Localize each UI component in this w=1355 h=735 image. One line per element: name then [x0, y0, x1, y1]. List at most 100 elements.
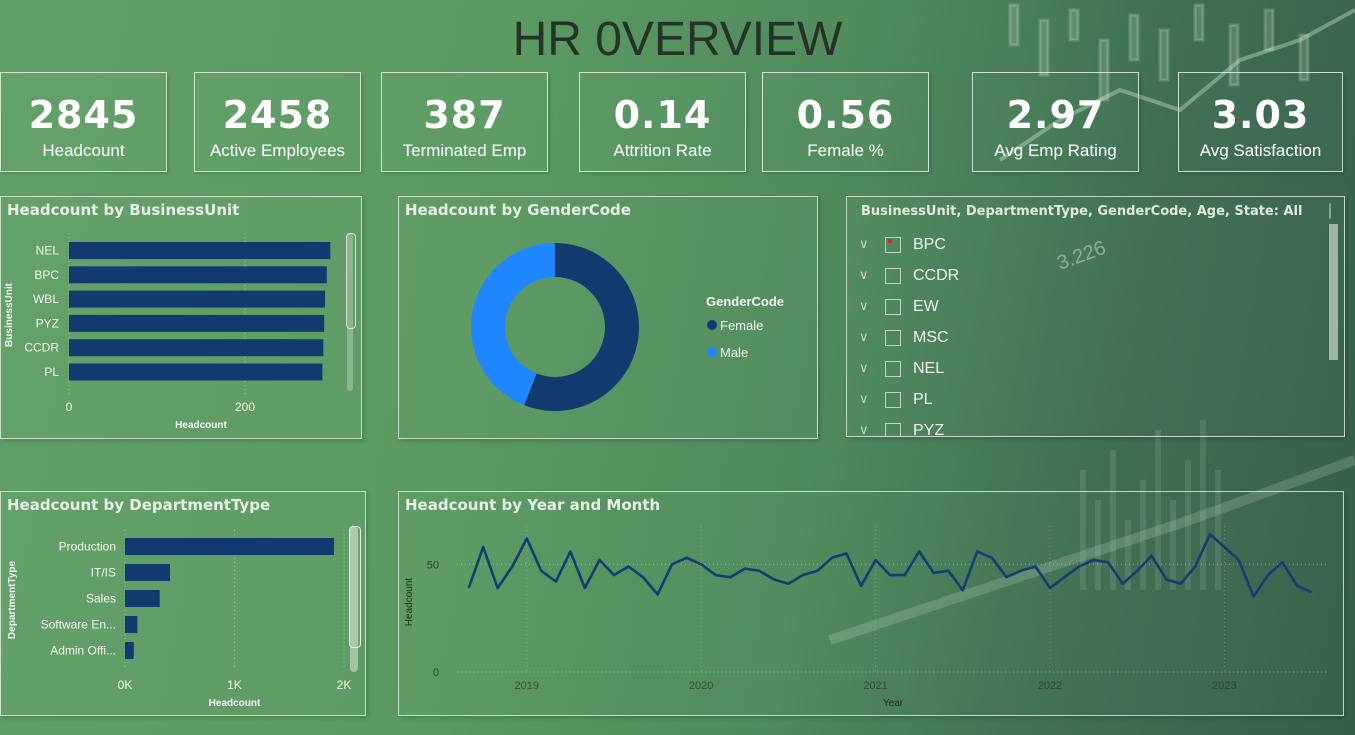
x-tick-label: 0	[66, 400, 73, 414]
businessunit-bar-chart: 0 200 NEL BPC WBL PYZ CCDR PL Headcount BusinessU…	[4, 233, 331, 431]
slicer-checkbox[interactable]	[885, 422, 901, 436]
slicer-item[interactable]: ∨ PYZ	[859, 415, 959, 437]
kpi-value: 0.56	[796, 93, 895, 137]
legend-label: Female	[720, 318, 763, 333]
y-axis-label: Headcount	[404, 578, 415, 627]
slicer-item[interactable]: ∨ EW	[859, 291, 959, 322]
chart-panel-businessunit[interactable]: Headcount by BusinessUnit 0 200 NEL BPC WBL P…	[0, 196, 362, 439]
chevron-down-icon[interactable]: ∨	[859, 330, 869, 345]
legend-marker	[707, 320, 717, 330]
kpi-card-female-percent: 0.56 Female %	[762, 72, 929, 172]
kpi-value: 0.14	[613, 93, 712, 137]
x-tick-label: 2022	[1038, 680, 1062, 692]
kpi-label: Active Employees	[209, 141, 346, 160]
bar	[125, 616, 138, 633]
kpi-card-avg-satisfaction: 3.03 Avg Satisfaction	[1178, 72, 1343, 172]
x-tick-label: 200	[235, 400, 255, 414]
series-line	[467, 532, 1313, 598]
legend-label: Male	[720, 345, 748, 360]
kpi-label: Avg Emp Rating	[994, 141, 1117, 160]
category-label: WBL	[33, 292, 59, 306]
kpi-label: Terminated Emp	[402, 141, 527, 160]
category-label: IT/IS	[91, 566, 116, 580]
slicer-checkbox[interactable]	[885, 236, 901, 253]
slicer-item-label: MSC	[913, 328, 949, 346]
slicer-item[interactable]: ∨ MSC	[859, 322, 959, 353]
kpi-label: Female %	[807, 141, 884, 160]
chevron-down-icon[interactable]: ∨	[859, 423, 869, 437]
chart-title: Headcount by BusinessUnit	[7, 201, 240, 219]
slicer-scrollbar-track[interactable]	[1329, 203, 1331, 219]
chart-panel-year-month[interactable]: Headcount by Year and Month 0 50 2019 2020 2…	[398, 491, 1344, 716]
chart-title: Headcount by DepartmentType	[7, 496, 271, 514]
kpi-card-avg-emp-rating: 2.97 Avg Emp Rating	[972, 72, 1139, 172]
category-label: PYZ	[36, 316, 59, 330]
category-label: PL	[44, 365, 59, 379]
slicer-checkbox[interactable]	[885, 391, 901, 408]
slicer-item[interactable]: ∨ NEL	[859, 353, 959, 384]
category-label: NEL	[36, 244, 60, 258]
category-label: BPC	[34, 268, 59, 282]
kpi-label: Avg Satisfaction	[1199, 141, 1322, 160]
slicer-scrollbar-thumb[interactable]	[1329, 224, 1338, 360]
slicer-checkbox[interactable]	[885, 298, 901, 315]
bar	[69, 266, 327, 284]
slicer-item-label: BPC	[913, 235, 946, 253]
category-label: CCDR	[24, 341, 59, 355]
category-label: Software En...	[41, 618, 116, 632]
filter-slicer-panel[interactable]: BusinessUnit, DepartmentType, GenderCode…	[846, 196, 1345, 437]
kpi-value: 2.97	[1006, 93, 1105, 137]
x-tick-label: 2021	[863, 680, 887, 692]
kpi-value: 2845	[28, 93, 139, 137]
x-tick-label: 2020	[689, 680, 713, 692]
slicer-checkbox[interactable]	[885, 329, 901, 346]
x-axis-label: Headcount	[175, 420, 227, 431]
x-axis-label: Headcount	[209, 698, 261, 709]
chevron-down-icon[interactable]: ∨	[859, 299, 869, 314]
slicer-checkbox[interactable]	[885, 267, 901, 284]
y-tick-label: 50	[427, 559, 439, 571]
kpi-value: 387	[423, 93, 506, 137]
scrollbar[interactable]	[350, 526, 358, 672]
slicer-item-label: NEL	[913, 359, 945, 377]
slicer-item[interactable]: ∨ PL	[859, 384, 959, 415]
slicer-header: BusinessUnit, DepartmentType, GenderCode…	[861, 204, 1303, 219]
x-tick-label: 2023	[1212, 680, 1236, 692]
bar	[125, 590, 160, 607]
kpi-card-active-employees: 2458 Active Employees	[194, 72, 361, 172]
slicer-item[interactable]: ∨ CCDR	[859, 260, 959, 291]
bar	[125, 642, 134, 659]
chart-panel-gendercode[interactable]: Headcount by GenderCode GenderCode Female…	[398, 196, 818, 439]
category-label: Sales	[86, 592, 116, 606]
slicer-checkbox[interactable]	[885, 360, 901, 377]
scrollbar-thumb[interactable]	[346, 233, 356, 329]
y-axis-label: DepartmentType	[7, 560, 18, 639]
chart-panel-departmenttype[interactable]: Headcount by DepartmentType 0K 1K 2K Produc…	[0, 491, 366, 716]
chart-title: Headcount by GenderCode	[405, 201, 631, 219]
chevron-down-icon[interactable]: ∨	[859, 268, 869, 283]
legend-title: GenderCode	[706, 294, 784, 309]
y-tick-label: 0	[433, 667, 439, 679]
kpi-card-headcount: 2845 Headcount	[0, 72, 167, 172]
departmenttype-bar-chart: 0K 1K 2K Production IT/IS Sales Software En...…	[7, 530, 352, 709]
slicer-item[interactable]: ∨ BPC	[859, 229, 959, 260]
bar	[69, 242, 331, 259]
scrollbar-thumb[interactable]	[349, 526, 361, 648]
headcount-line-chart: 0 50 2019 2020 2021 2022 2023 Year Headcount	[404, 526, 1329, 709]
bar	[69, 290, 326, 308]
x-tick-label: 1K	[227, 678, 242, 692]
chart-title: Headcount by Year and Month	[405, 496, 661, 514]
kpi-card-attrition-rate: 0.14 Attrition Rate	[579, 72, 746, 172]
scrollbar[interactable]	[347, 233, 353, 391]
legend-marker	[707, 347, 717, 357]
kpi-card-terminated-emp: 387 Terminated Emp	[381, 72, 548, 172]
bar	[125, 538, 335, 555]
kpi-value: 3.03	[1211, 93, 1310, 137]
chevron-down-icon[interactable]: ∨	[859, 237, 869, 252]
bar	[69, 314, 325, 332]
chevron-down-icon[interactable]: ∨	[859, 392, 869, 407]
bar	[125, 564, 171, 581]
chevron-down-icon[interactable]: ∨	[859, 361, 869, 376]
x-tick-label: 2K	[337, 678, 352, 692]
